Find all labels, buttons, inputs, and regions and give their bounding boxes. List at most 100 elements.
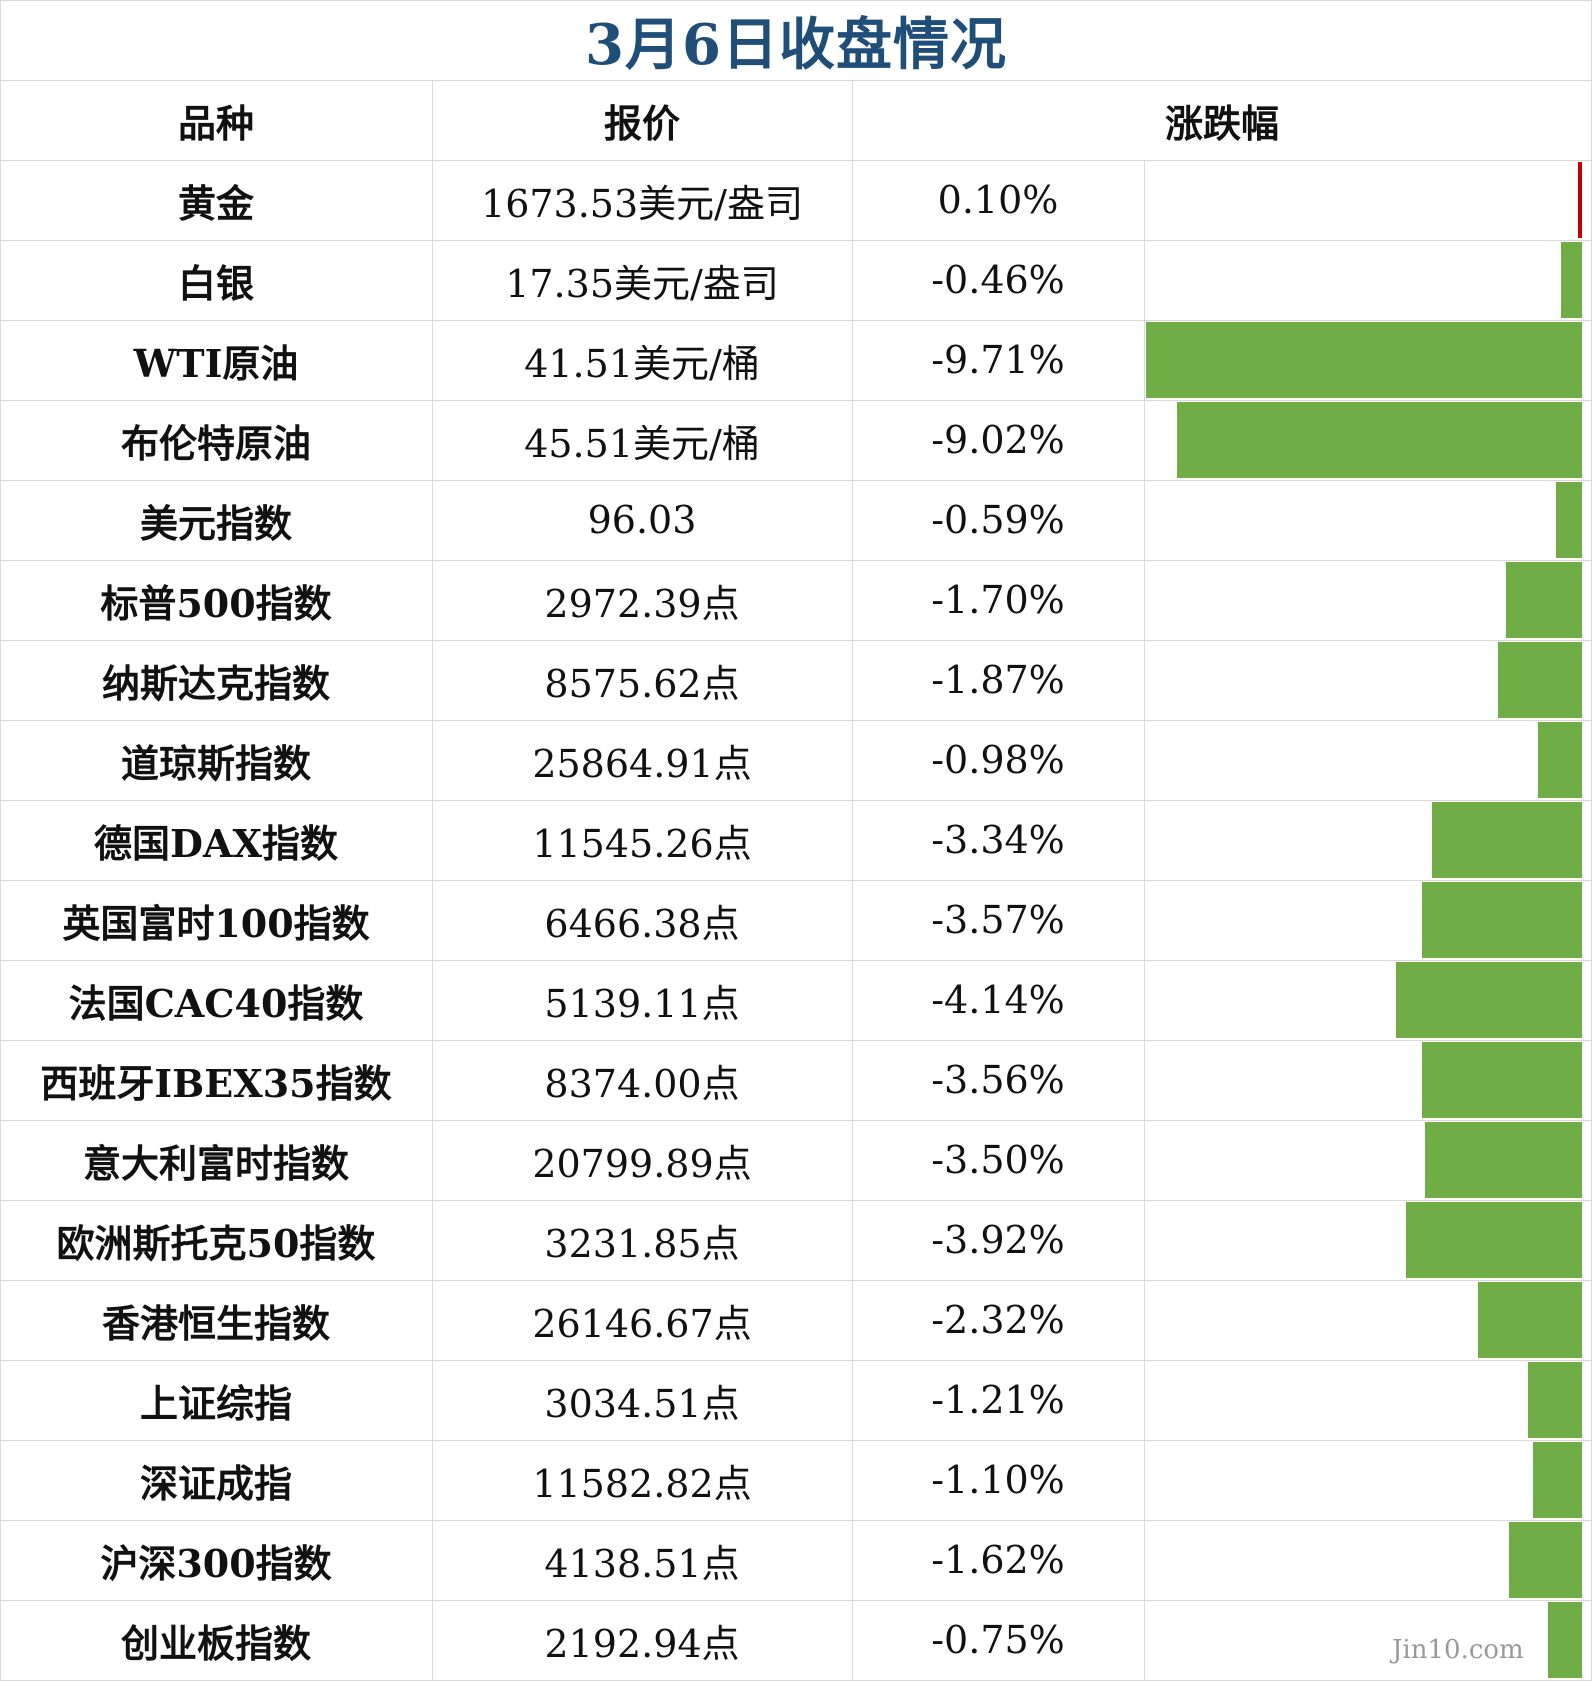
row-price: 3231.85点 bbox=[544, 1221, 740, 1266]
bar-down bbox=[1421, 882, 1582, 958]
row-price: 11545.26点 bbox=[532, 821, 752, 866]
row-price: 5139.11点 bbox=[544, 981, 740, 1026]
row-price: 3034.51点 bbox=[544, 1381, 740, 1426]
grid-line-h bbox=[0, 1280, 1592, 1281]
page-title: 3月6日收盘情况 bbox=[585, 11, 1007, 78]
row-name: 上证综指 bbox=[139, 1380, 292, 1426]
row-change-label: -3.56% bbox=[931, 1058, 1065, 1102]
row-name: 道琼斯指数 bbox=[120, 740, 311, 786]
grid-line-h bbox=[0, 880, 1592, 881]
bar-down bbox=[1505, 562, 1582, 638]
bar-down bbox=[1532, 1442, 1582, 1518]
row-change-label: -3.34% bbox=[931, 818, 1065, 862]
grid-line-h bbox=[0, 1520, 1592, 1521]
row-name: 香港恒生指数 bbox=[101, 1300, 330, 1346]
row-name: 布伦特原油 bbox=[120, 420, 311, 466]
row-price: 17.35美元/盎司 bbox=[505, 261, 779, 306]
row-change-label: -3.92% bbox=[931, 1218, 1065, 1262]
bar-down bbox=[1555, 482, 1582, 558]
row-change-label: -0.59% bbox=[931, 498, 1065, 542]
grid-line-h bbox=[0, 1200, 1592, 1201]
grid-line-h bbox=[0, 1600, 1592, 1601]
grid-line-h bbox=[0, 1360, 1592, 1361]
row-price: 4138.51点 bbox=[544, 1541, 740, 1586]
watermark: Jin10.com bbox=[1392, 1635, 1524, 1665]
row-change-label: -4.14% bbox=[931, 978, 1065, 1022]
row-change-label: -1.87% bbox=[931, 658, 1065, 702]
grid-line-h bbox=[0, 640, 1592, 641]
row-name: 标普500指数 bbox=[100, 580, 332, 626]
grid-line-h bbox=[0, 80, 1592, 81]
row-change-label: -1.62% bbox=[931, 1538, 1065, 1582]
bar-down bbox=[1146, 322, 1582, 398]
grid-line-h bbox=[0, 160, 1592, 161]
header-change: 涨跌幅 bbox=[1164, 100, 1279, 146]
row-change-label: -0.98% bbox=[931, 738, 1065, 782]
header-name: 品种 bbox=[177, 100, 254, 146]
row-change-label: -1.21% bbox=[931, 1378, 1065, 1422]
bar-down bbox=[1405, 1202, 1582, 1278]
row-price: 20799.89点 bbox=[532, 1141, 752, 1186]
grid-line-h bbox=[0, 320, 1592, 321]
row-price: 45.51美元/桶 bbox=[524, 421, 760, 466]
grid-line-h bbox=[0, 1120, 1592, 1121]
row-price: 25864.91点 bbox=[532, 741, 752, 786]
grid-line-h bbox=[0, 1440, 1592, 1441]
row-name: 英国富时100指数 bbox=[62, 900, 370, 946]
row-price: 8575.62点 bbox=[544, 661, 740, 706]
bar-up bbox=[1577, 162, 1582, 238]
row-change-label: -3.50% bbox=[931, 1138, 1065, 1182]
row-name: 创业板指数 bbox=[120, 1620, 311, 1666]
row-name: 意大利富时指数 bbox=[82, 1140, 349, 1186]
grid-line-h bbox=[0, 400, 1592, 401]
grid-line-v bbox=[1144, 160, 1145, 1680]
row-price: 6466.38点 bbox=[544, 901, 740, 946]
row-price: 2192.94点 bbox=[544, 1621, 740, 1666]
row-name: 欧洲斯托克50指数 bbox=[56, 1220, 376, 1266]
row-price: 8374.00点 bbox=[544, 1061, 740, 1106]
row-name: 西班牙IBEX35指数 bbox=[40, 1060, 392, 1106]
bar-down bbox=[1396, 962, 1582, 1038]
row-name: 沪深300指数 bbox=[100, 1540, 332, 1586]
row-name: 德国DAX指数 bbox=[94, 820, 338, 866]
row-change-label: -1.10% bbox=[931, 1458, 1065, 1502]
row-name: 美元指数 bbox=[139, 500, 292, 546]
row-price: 1673.53美元/盎司 bbox=[481, 181, 803, 226]
row-name: 法国CAC40指数 bbox=[68, 980, 364, 1026]
bar-down bbox=[1537, 722, 1582, 798]
grid-line-v bbox=[852, 80, 853, 1680]
grid-line-h bbox=[0, 240, 1592, 241]
grid-line-h bbox=[0, 560, 1592, 561]
bar-down bbox=[1477, 1282, 1582, 1358]
row-change-label: -9.71% bbox=[931, 338, 1065, 382]
grid-line-h bbox=[0, 720, 1592, 721]
grid-line-h bbox=[0, 800, 1592, 801]
bar-down bbox=[1422, 1042, 1582, 1118]
row-price: 11582.82点 bbox=[532, 1461, 752, 1506]
bar-down bbox=[1498, 642, 1582, 718]
row-name: WTI原油 bbox=[133, 340, 299, 386]
header-price: 报价 bbox=[603, 100, 680, 146]
row-name: 白银 bbox=[177, 260, 254, 306]
row-price: 41.51美元/桶 bbox=[524, 341, 760, 386]
bar-down bbox=[1509, 1522, 1582, 1598]
bar-down bbox=[1561, 242, 1582, 318]
row-change-label: -2.32% bbox=[931, 1298, 1065, 1342]
grid-line-h bbox=[0, 960, 1592, 961]
row-price: 26146.67点 bbox=[532, 1301, 752, 1346]
row-name: 黄金 bbox=[177, 180, 254, 226]
row-change-label: -3.57% bbox=[931, 898, 1065, 942]
bar-down bbox=[1527, 1362, 1582, 1438]
bar-down bbox=[1432, 802, 1582, 878]
grid-line-h bbox=[0, 480, 1592, 481]
row-change-label: -0.46% bbox=[931, 258, 1065, 302]
row-price: 96.03 bbox=[587, 498, 697, 542]
row-change-label: 0.10% bbox=[937, 178, 1059, 222]
row-change-label: -9.02% bbox=[931, 418, 1065, 462]
grid-line-h bbox=[0, 1040, 1592, 1041]
row-name: 深证成指 bbox=[139, 1460, 292, 1506]
bar-down bbox=[1176, 402, 1582, 478]
bar-down bbox=[1424, 1122, 1582, 1198]
row-price: 2972.39点 bbox=[544, 581, 740, 626]
